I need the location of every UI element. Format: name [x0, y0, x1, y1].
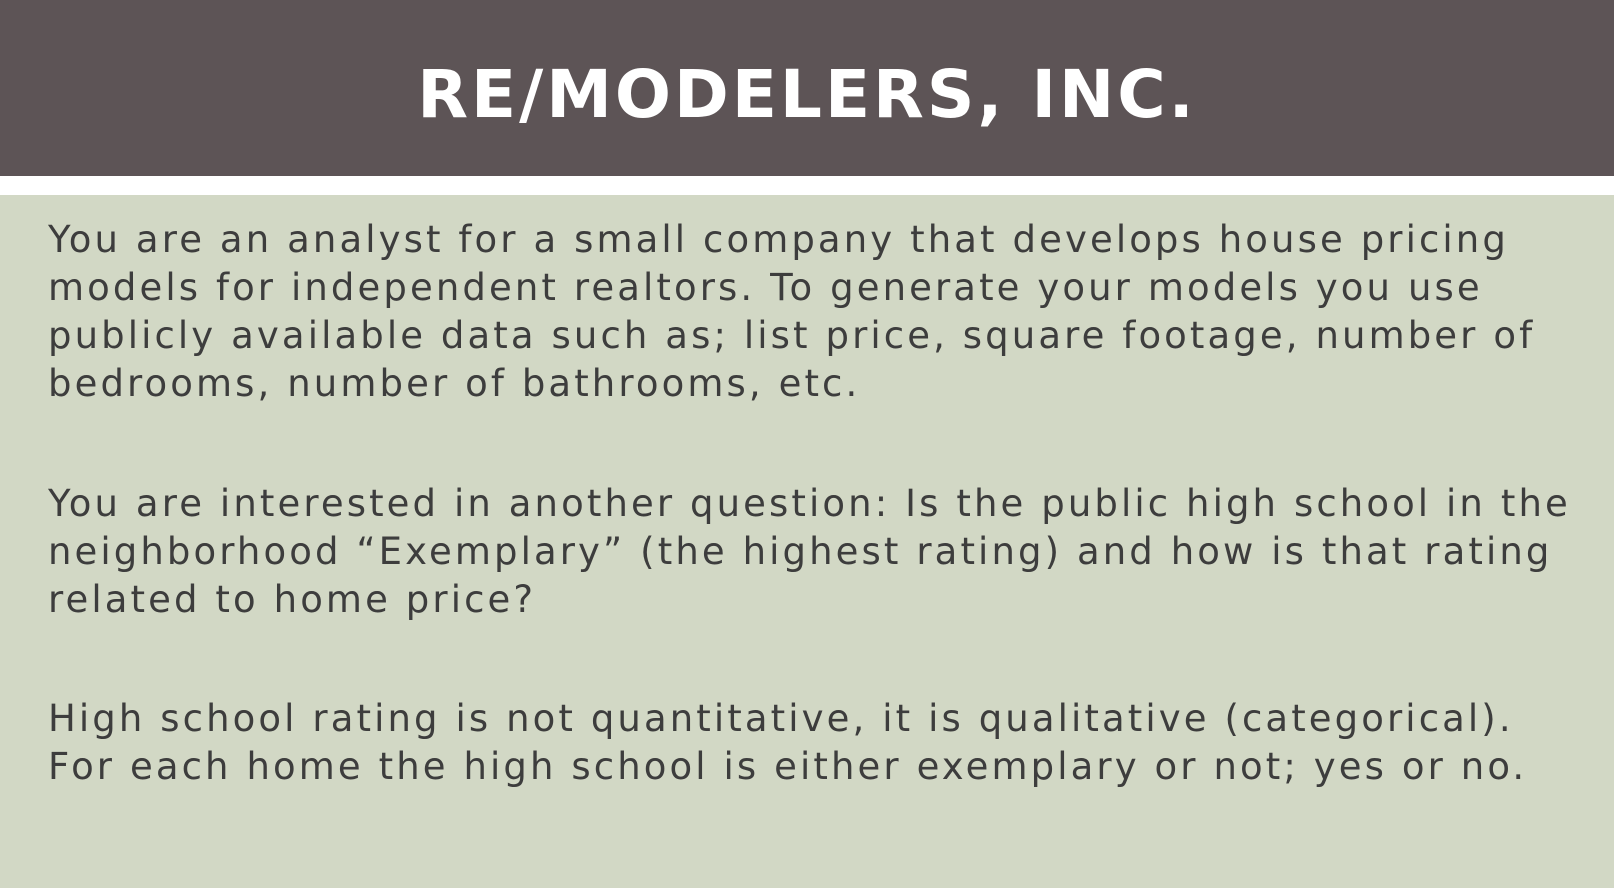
title-bar: RE/MODELERS, INC. — [0, 0, 1614, 176]
paragraph-question: You are interested in another question: … — [48, 482, 1571, 621]
slide-title: RE/MODELERS, INC. — [417, 55, 1197, 133]
paragraph-intro: You are an analyst for a small company t… — [48, 218, 1536, 405]
slide-body: You are an analyst for a small company t… — [0, 195, 1614, 888]
paragraph-categorical: High school rating is not quantitative, … — [48, 697, 1528, 788]
